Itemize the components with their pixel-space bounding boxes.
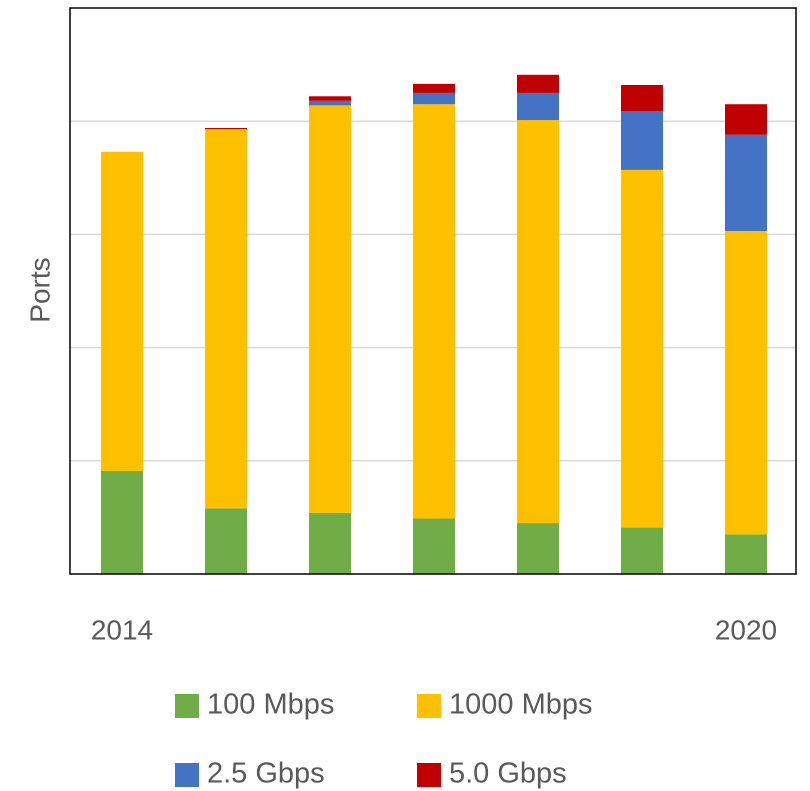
x-tick-label: 2020: [715, 614, 777, 645]
bar-segment: [309, 96, 351, 101]
bar-segment: [101, 470, 143, 574]
legend-swatch: [417, 694, 441, 718]
bar-segment: [413, 104, 455, 519]
bar-segment: [517, 92, 559, 121]
bar-segment: [309, 105, 351, 513]
bar-segment: [517, 523, 559, 574]
legend-label: 100 Mbps: [207, 689, 334, 721]
bar-segment: [205, 508, 247, 574]
bar-segment: [413, 92, 455, 105]
y-axis-title: Ports: [24, 257, 55, 322]
bar-segment: [621, 84, 663, 112]
bar-segment: [101, 151, 143, 471]
bar-segment: [725, 104, 767, 135]
x-tick-label: 2014: [91, 614, 153, 645]
bar-segment: [309, 512, 351, 574]
legend-swatch: [175, 763, 199, 787]
plot-frame: [69, 7, 797, 575]
bar-segment: [725, 134, 767, 232]
legend-swatch: [175, 694, 199, 718]
bar-segment: [205, 129, 247, 509]
legend-swatch: [417, 763, 441, 787]
legend-label: 2.5 Gbps: [207, 758, 325, 790]
legend-label: 1000 Mbps: [449, 689, 593, 721]
bar-segment: [517, 120, 559, 524]
bar-segment: [725, 231, 767, 535]
bar-segment: [309, 100, 351, 106]
bar-segment: [725, 534, 767, 574]
bar-segment: [517, 74, 559, 93]
legend-label: 5.0 Gbps: [449, 758, 567, 790]
bar-segment: [621, 527, 663, 574]
bar-segment: [413, 83, 455, 93]
bar-segment: [205, 127, 247, 130]
bar-segment: [621, 169, 663, 528]
bar-segment: [413, 518, 455, 574]
bar-segment: [621, 111, 663, 170]
